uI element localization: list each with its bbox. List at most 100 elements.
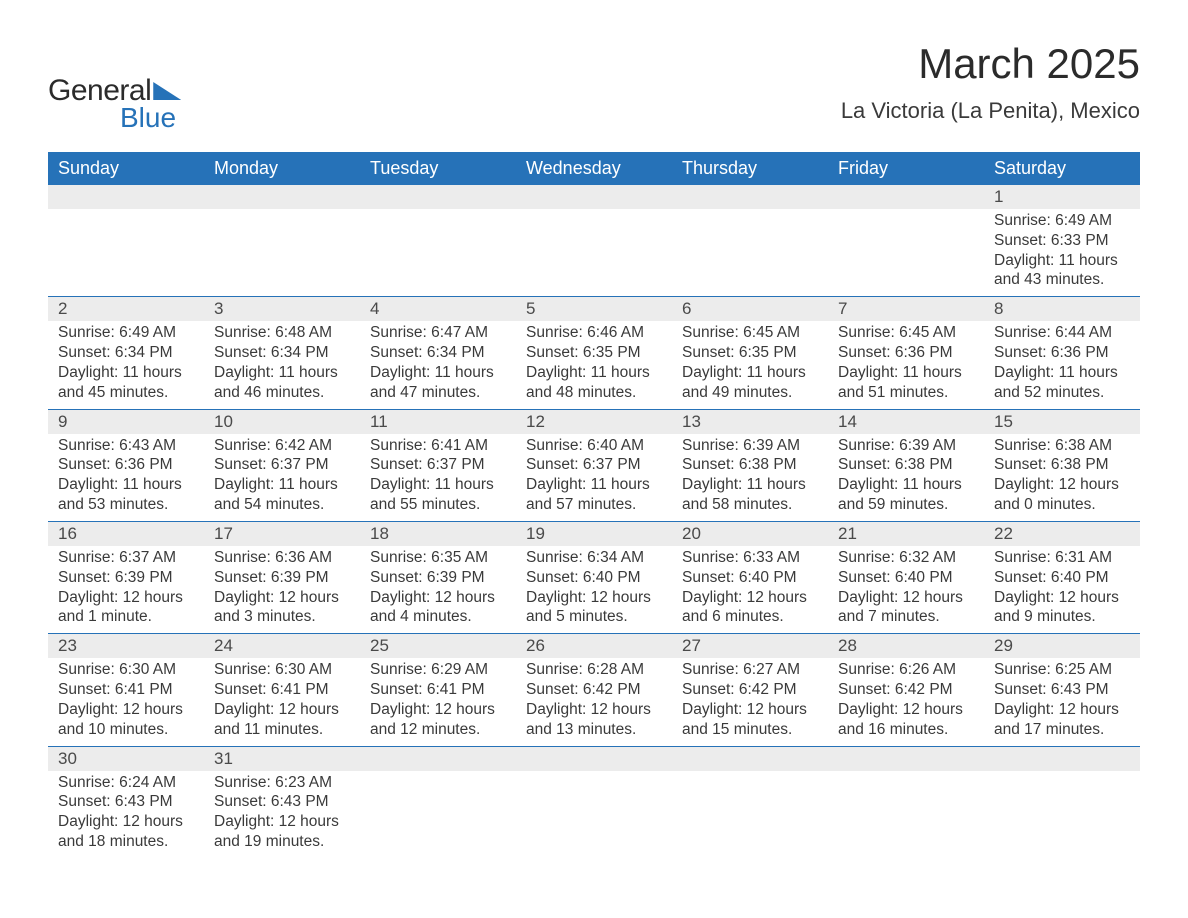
daylight-line: Daylight: 12 hours and 7 minutes. [838, 588, 974, 628]
calendar-head: Sunday Monday Tuesday Wednesday Thursday… [48, 152, 1140, 185]
calendar-cell: 10Sunrise: 6:42 AMSunset: 6:37 PMDayligh… [204, 409, 360, 521]
day-content: Sunrise: 6:36 AMSunset: 6:39 PMDaylight:… [204, 546, 360, 633]
day-content: Sunrise: 6:44 AMSunset: 6:36 PMDaylight:… [984, 321, 1140, 408]
day-content [672, 209, 828, 293]
daylight-line: Daylight: 11 hours and 43 minutes. [994, 251, 1130, 291]
day-number [48, 185, 204, 209]
day-content [360, 209, 516, 293]
calendar-cell: 16Sunrise: 6:37 AMSunset: 6:39 PMDayligh… [48, 521, 204, 633]
calendar-week: 30Sunrise: 6:24 AMSunset: 6:43 PMDayligh… [48, 746, 1140, 858]
calendar-cell [828, 185, 984, 297]
day-number: 9 [48, 410, 204, 434]
calendar-cell: 14Sunrise: 6:39 AMSunset: 6:38 PMDayligh… [828, 409, 984, 521]
daylight-line: Daylight: 11 hours and 59 minutes. [838, 475, 974, 515]
day-number: 11 [360, 410, 516, 434]
sunset-line: Sunset: 6:36 PM [58, 455, 194, 475]
sunrise-line: Sunrise: 6:48 AM [214, 323, 350, 343]
sunset-line: Sunset: 6:43 PM [994, 680, 1130, 700]
day-content [672, 771, 828, 855]
calendar-table: Sunday Monday Tuesday Wednesday Thursday… [48, 152, 1140, 858]
day-content: Sunrise: 6:28 AMSunset: 6:42 PMDaylight:… [516, 658, 672, 745]
dayheader-sat: Saturday [984, 152, 1140, 185]
sunset-line: Sunset: 6:39 PM [214, 568, 350, 588]
month-title: March 2025 [841, 40, 1140, 88]
sunset-line: Sunset: 6:36 PM [838, 343, 974, 363]
day-content: Sunrise: 6:39 AMSunset: 6:38 PMDaylight:… [672, 434, 828, 521]
day-content: Sunrise: 6:34 AMSunset: 6:40 PMDaylight:… [516, 546, 672, 633]
daylight-line: Daylight: 12 hours and 3 minutes. [214, 588, 350, 628]
calendar-cell [48, 185, 204, 297]
page-header: General Blue March 2025 La Victoria (La … [48, 40, 1140, 134]
day-number [360, 747, 516, 771]
day-number: 4 [360, 297, 516, 321]
sunset-line: Sunset: 6:34 PM [58, 343, 194, 363]
daylight-line: Daylight: 11 hours and 51 minutes. [838, 363, 974, 403]
day-content: Sunrise: 6:41 AMSunset: 6:37 PMDaylight:… [360, 434, 516, 521]
day-content: Sunrise: 6:26 AMSunset: 6:42 PMDaylight:… [828, 658, 984, 745]
sunset-line: Sunset: 6:43 PM [214, 792, 350, 812]
sunset-line: Sunset: 6:38 PM [682, 455, 818, 475]
day-number [828, 747, 984, 771]
calendar-cell [204, 185, 360, 297]
sunrise-line: Sunrise: 6:32 AM [838, 548, 974, 568]
day-number: 26 [516, 634, 672, 658]
sunset-line: Sunset: 6:37 PM [526, 455, 662, 475]
calendar-cell: 15Sunrise: 6:38 AMSunset: 6:38 PMDayligh… [984, 409, 1140, 521]
day-number [204, 185, 360, 209]
sunset-line: Sunset: 6:38 PM [838, 455, 974, 475]
daylight-line: Daylight: 11 hours and 48 minutes. [526, 363, 662, 403]
sunset-line: Sunset: 6:41 PM [58, 680, 194, 700]
daylight-line: Daylight: 12 hours and 18 minutes. [58, 812, 194, 852]
day-content [828, 209, 984, 293]
sunset-line: Sunset: 6:40 PM [838, 568, 974, 588]
sunrise-line: Sunrise: 6:40 AM [526, 436, 662, 456]
calendar-cell [828, 746, 984, 858]
sunset-line: Sunset: 6:43 PM [58, 792, 194, 812]
daylight-line: Daylight: 12 hours and 17 minutes. [994, 700, 1130, 740]
day-content [360, 771, 516, 855]
day-number: 14 [828, 410, 984, 434]
sunrise-line: Sunrise: 6:25 AM [994, 660, 1130, 680]
calendar-cell: 22Sunrise: 6:31 AMSunset: 6:40 PMDayligh… [984, 521, 1140, 633]
day-number: 12 [516, 410, 672, 434]
day-number: 19 [516, 522, 672, 546]
calendar-cell: 9Sunrise: 6:43 AMSunset: 6:36 PMDaylight… [48, 409, 204, 521]
day-number: 20 [672, 522, 828, 546]
day-number: 30 [48, 747, 204, 771]
sunset-line: Sunset: 6:37 PM [214, 455, 350, 475]
daylight-line: Daylight: 12 hours and 9 minutes. [994, 588, 1130, 628]
sunrise-line: Sunrise: 6:47 AM [370, 323, 506, 343]
calendar-cell: 27Sunrise: 6:27 AMSunset: 6:42 PMDayligh… [672, 634, 828, 746]
calendar-cell: 7Sunrise: 6:45 AMSunset: 6:36 PMDaylight… [828, 297, 984, 409]
sunrise-line: Sunrise: 6:42 AM [214, 436, 350, 456]
calendar-week: 2Sunrise: 6:49 AMSunset: 6:34 PMDaylight… [48, 297, 1140, 409]
calendar-cell: 20Sunrise: 6:33 AMSunset: 6:40 PMDayligh… [672, 521, 828, 633]
daylight-line: Daylight: 11 hours and 52 minutes. [994, 363, 1130, 403]
calendar-cell: 29Sunrise: 6:25 AMSunset: 6:43 PMDayligh… [984, 634, 1140, 746]
day-number: 7 [828, 297, 984, 321]
sunrise-line: Sunrise: 6:38 AM [994, 436, 1130, 456]
daylight-line: Daylight: 12 hours and 5 minutes. [526, 588, 662, 628]
dayheader-sun: Sunday [48, 152, 204, 185]
day-content: Sunrise: 6:38 AMSunset: 6:38 PMDaylight:… [984, 434, 1140, 521]
day-number [360, 185, 516, 209]
sunrise-line: Sunrise: 6:37 AM [58, 548, 194, 568]
sunrise-line: Sunrise: 6:49 AM [994, 211, 1130, 231]
sunset-line: Sunset: 6:40 PM [526, 568, 662, 588]
daylight-line: Daylight: 11 hours and 55 minutes. [370, 475, 506, 515]
sunset-line: Sunset: 6:36 PM [994, 343, 1130, 363]
day-content: Sunrise: 6:24 AMSunset: 6:43 PMDaylight:… [48, 771, 204, 858]
sunrise-line: Sunrise: 6:39 AM [838, 436, 974, 456]
day-content: Sunrise: 6:43 AMSunset: 6:36 PMDaylight:… [48, 434, 204, 521]
sunset-line: Sunset: 6:39 PM [370, 568, 506, 588]
calendar-body: 1Sunrise: 6:49 AMSunset: 6:33 PMDaylight… [48, 185, 1140, 858]
sunrise-line: Sunrise: 6:24 AM [58, 773, 194, 793]
day-content: Sunrise: 6:40 AMSunset: 6:37 PMDaylight:… [516, 434, 672, 521]
sunrise-line: Sunrise: 6:30 AM [214, 660, 350, 680]
daylight-line: Daylight: 12 hours and 16 minutes. [838, 700, 974, 740]
calendar-cell: 21Sunrise: 6:32 AMSunset: 6:40 PMDayligh… [828, 521, 984, 633]
calendar-cell: 1Sunrise: 6:49 AMSunset: 6:33 PMDaylight… [984, 185, 1140, 297]
day-content [984, 771, 1140, 855]
day-number: 18 [360, 522, 516, 546]
day-number: 6 [672, 297, 828, 321]
